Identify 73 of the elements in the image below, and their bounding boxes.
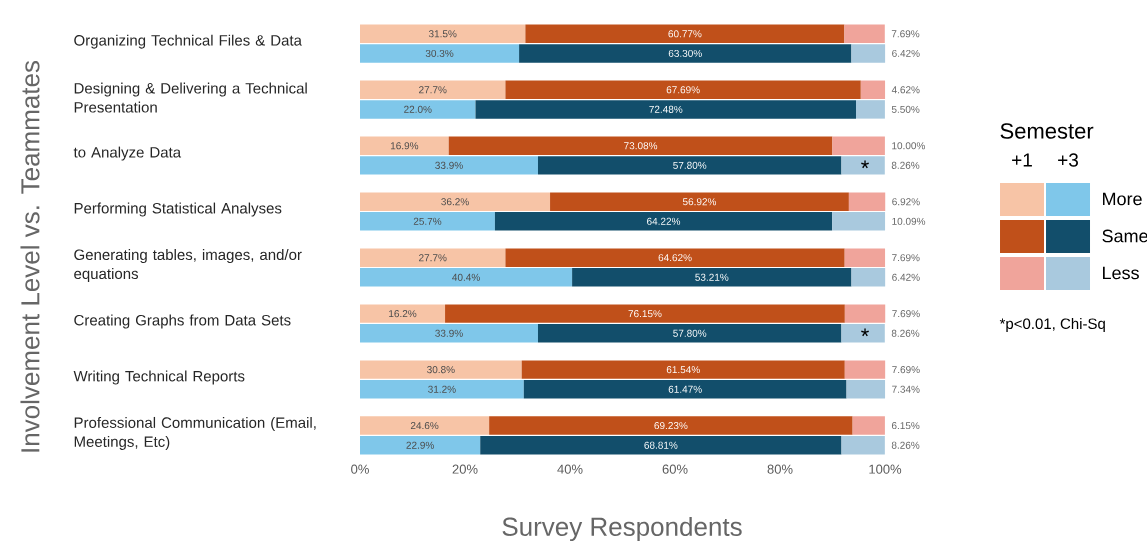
data-label: 57.80% <box>673 161 707 169</box>
y-tick-label: Creating Graphs from Data Sets <box>74 314 291 329</box>
x-tick-label: 80% <box>767 464 793 474</box>
data-label: 8.26% <box>891 441 920 449</box>
data-label: 27.7% <box>419 254 447 262</box>
y-tick-label: Designing & Delivering a Technical Presentation <box>74 82 307 113</box>
data-label: 22.0% <box>404 105 432 113</box>
annotation: * <box>861 160 869 169</box>
data-label: 31.5% <box>428 30 457 38</box>
data-label: 64.22% <box>647 217 681 225</box>
data-label: 64.62% <box>658 254 692 262</box>
legend-label: Less <box>1103 266 1139 280</box>
data-label: 30.8% <box>427 366 455 374</box>
y-tick-label: Organizing Technical Files & Data <box>74 34 302 49</box>
x-axis-title: Survey Respondents <box>502 516 742 542</box>
y-tick-label: Writing Technical Reports <box>73 370 245 385</box>
data-label: 73.08% <box>624 142 658 150</box>
data-label: 76.15% <box>628 310 662 318</box>
data-label: 40.4% <box>452 273 480 281</box>
text: +1 <box>1012 153 1032 167</box>
x-tick-label: 60% <box>662 464 688 474</box>
data-label: 16.2% <box>389 310 417 318</box>
data-label: 60.77% <box>668 30 702 38</box>
data-label: 6.92% <box>892 198 920 206</box>
y-tick-label: Generating tables, images, and/or equations <box>74 249 302 283</box>
data-label: 22.9% <box>406 441 434 449</box>
data-label: 7.69% <box>891 30 920 38</box>
data-label: 53.21% <box>695 273 729 281</box>
data-label: 27.7% <box>419 86 447 94</box>
data-label: 30.3% <box>425 49 454 57</box>
data-label: 67.69% <box>666 86 700 94</box>
data-label: 24.6% <box>410 422 439 430</box>
data-label: 63.30% <box>668 49 702 57</box>
data-label: 36.2% <box>441 198 469 206</box>
data-label: 16.9% <box>390 142 419 150</box>
text: +3 <box>1058 153 1078 167</box>
data-label: 7.69% <box>892 254 920 262</box>
data-label: 10.09% <box>892 217 926 225</box>
y-axis-title: Involvement Level vs. Teammates <box>20 60 40 452</box>
data-label: 31.2% <box>428 385 456 393</box>
legend-title: Semester <box>1000 123 1094 139</box>
data-label: 33.9% <box>435 161 463 169</box>
data-label: 5.50% <box>891 105 920 113</box>
legend-label: More <box>1103 192 1142 206</box>
data-label: 61.54% <box>666 366 700 374</box>
data-label: 6.42% <box>892 49 920 57</box>
y-tick-label: to Analyze Data <box>73 146 182 161</box>
annotation: * <box>861 328 869 337</box>
text: *p<0.01, Chi-Sq <box>999 318 1105 332</box>
data-label: 33.9% <box>435 329 463 337</box>
data-label: 57.80% <box>673 329 707 337</box>
y-tick-label: Performing Statistical Analyses <box>74 202 282 217</box>
data-label: 56.92% <box>682 198 717 206</box>
x-tick-label: 100% <box>869 464 902 474</box>
x-tick-label: 20% <box>452 464 478 474</box>
data-label: 8.26% <box>891 329 920 337</box>
data-label: 69.23% <box>654 422 688 430</box>
data-label: 4.62% <box>891 86 920 94</box>
data-label: 72.48% <box>649 105 683 113</box>
x-tick-label: 0% <box>351 464 369 474</box>
data-label: 7.34% <box>892 385 920 393</box>
data-label: 6.42% <box>892 273 920 281</box>
data-label: 61.47% <box>668 385 702 393</box>
data-label: 7.69% <box>892 366 920 374</box>
data-label: 7.69% <box>892 310 920 318</box>
data-label: 68.81% <box>644 441 678 449</box>
data-label: 6.15% <box>891 422 920 430</box>
x-tick-label: 40% <box>557 464 583 474</box>
data-label: 8.26% <box>891 161 920 169</box>
y-tick-label: Professional Communication (Email, Meetings, Etc) <box>74 416 316 450</box>
legend-label: Same <box>1102 229 1147 243</box>
data-label: 10.00% <box>892 142 925 150</box>
data-label: 25.7% <box>413 217 442 225</box>
